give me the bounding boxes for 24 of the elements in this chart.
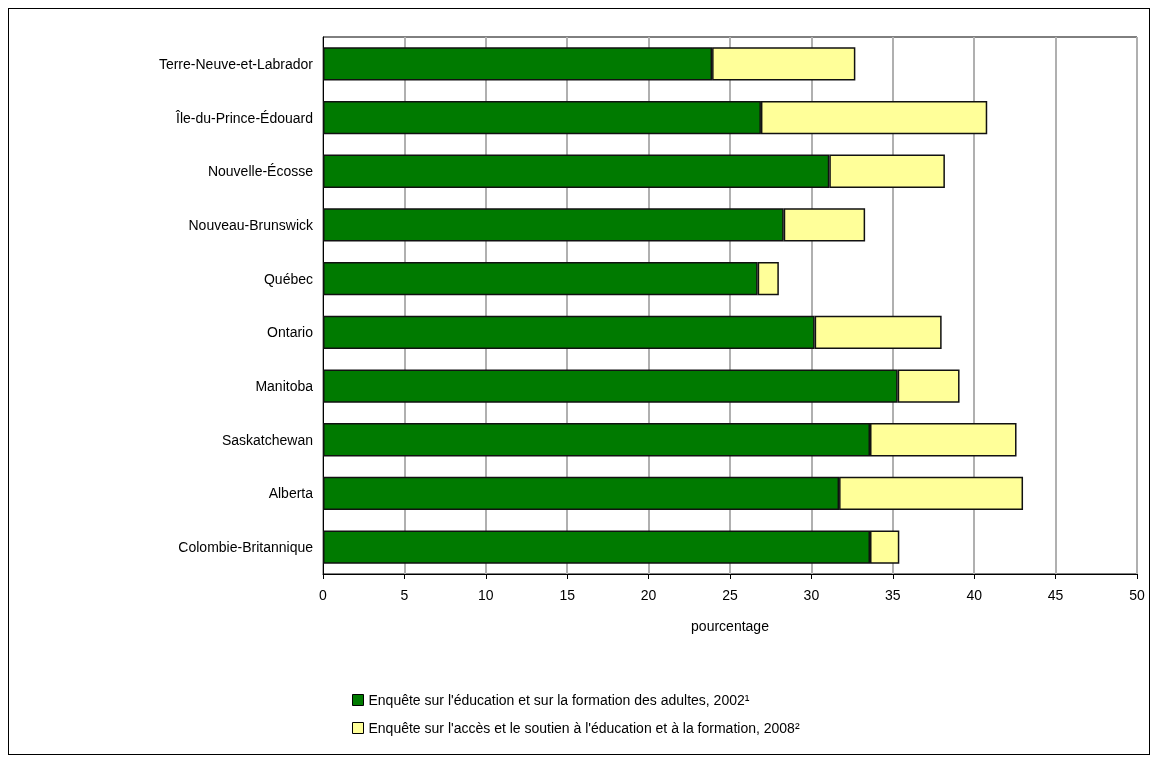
x-tick-label: 10: [478, 587, 494, 603]
x-tick-label: 45: [1047, 587, 1064, 603]
legend-label: Enquête sur l'éducation et sur la formation des adultes, 2002¹: [368, 692, 750, 708]
x-tick-label: 5: [400, 587, 409, 603]
x-tick-label: 35: [885, 587, 901, 603]
legend-label: Enquête sur l'accès et le soutien à l'éducation et à la formation, 2008²: [368, 720, 800, 736]
y-tick-label: Manitoba: [255, 378, 314, 395]
x-tick-label: 30: [803, 587, 820, 603]
y-tick-label: Saskatchewan: [221, 431, 313, 448]
y-tick-label: Alberta: [268, 485, 314, 502]
y-tick-label: Nouvelle-Écosse: [207, 163, 314, 180]
y-tick-label: Québec: [263, 270, 313, 287]
y-tick-label: Île-du-Prince-Édouard: [175, 109, 313, 126]
x-tick-label: 50: [1129, 587, 1145, 603]
x-tick-label: 0: [319, 587, 328, 603]
x-tick-label: 40: [966, 587, 983, 603]
x-axis-title: pourcentage: [691, 618, 770, 634]
x-tick-label: 15: [559, 587, 576, 603]
y-tick-label: Terre-Neuve-et-Labrador: [158, 55, 314, 72]
x-tick-label: 20: [640, 587, 657, 603]
x-tick-label: 25: [722, 587, 738, 603]
y-tick-label: Nouveau-Brunswick: [188, 216, 314, 233]
y-tick-label: Colombie-Britannique: [178, 539, 314, 556]
y-tick-label: Ontario: [267, 324, 314, 341]
